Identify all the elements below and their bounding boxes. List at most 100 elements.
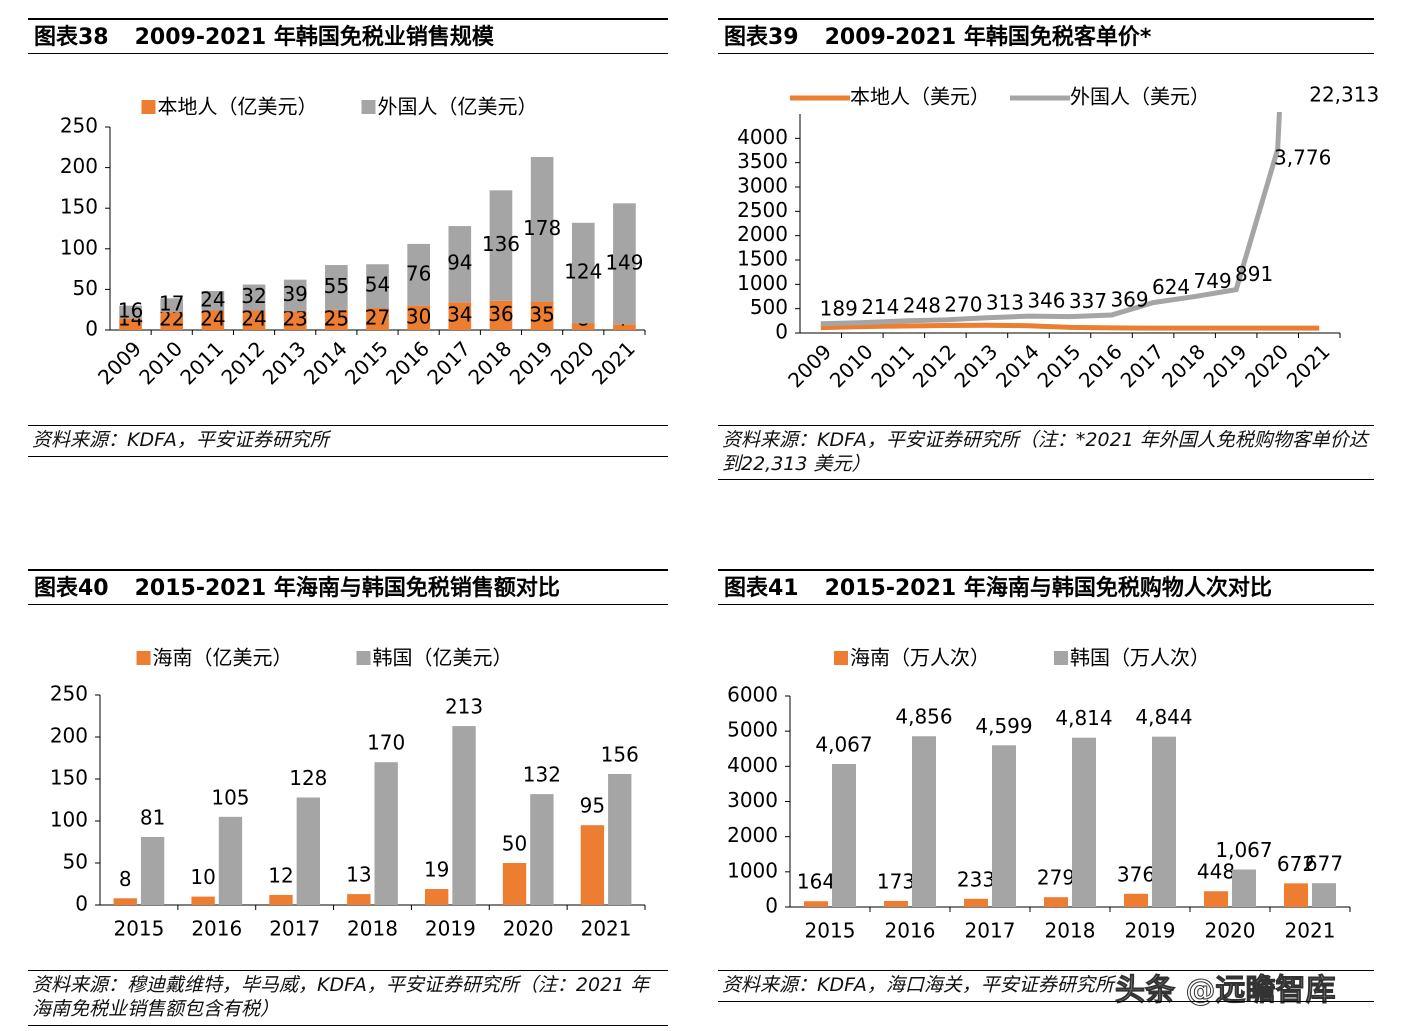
bar [283, 279, 307, 312]
value-label: 32 [241, 284, 266, 308]
legend-swatch [356, 651, 371, 665]
bar [1284, 883, 1308, 907]
value-label: 270 [944, 292, 982, 316]
bar [804, 901, 828, 907]
bar [374, 762, 398, 905]
value-label: 1,067 [1215, 838, 1272, 862]
value-label: 448 [1197, 860, 1235, 884]
value-label: 124 [564, 260, 602, 284]
bar [580, 825, 605, 905]
x-tick-label: 2018 [1157, 339, 1210, 392]
bar [452, 726, 476, 905]
source-note: 资料来源：KDFA，海口海关，平安证券研究所 [718, 970, 1374, 1002]
bar [1072, 737, 1096, 907]
bar [325, 309, 348, 330]
value-label: 213 [445, 695, 483, 719]
legend-label: 韩国（万人次） [1070, 646, 1210, 670]
chart-header: 图表41 2015-2021 年海南与韩国免税购物人次对比 [718, 569, 1374, 605]
y-tick-label: 100 [50, 808, 88, 832]
source-note: 资料来源：KDFA，平安证券研究所（注：*2021 年外国人免税购物客单价达到2… [718, 425, 1374, 480]
x-tick-label: 2010 [134, 336, 187, 389]
value-label: 13 [346, 863, 371, 887]
legend-label: 海南（万人次） [850, 646, 990, 670]
value-label: 128 [289, 766, 327, 790]
x-tick-label: 2019 [1125, 919, 1176, 943]
value-label: 95 [580, 794, 605, 818]
y-tick-label: 1000 [737, 271, 788, 295]
bar [1152, 736, 1176, 907]
bar [366, 308, 389, 330]
x-tick-label: 2018 [463, 336, 516, 389]
y-tick-label: 250 [60, 114, 98, 138]
bar [1312, 883, 1336, 907]
x-tick-label: 2016 [381, 336, 434, 389]
value-label: 27 [365, 306, 390, 330]
bar [448, 226, 472, 303]
value-label: 313 [986, 290, 1024, 314]
value-label: 149 [605, 250, 643, 274]
value-label: 4,844 [1135, 705, 1192, 729]
value-label: 749 [1194, 269, 1232, 293]
x-tick-label: 2019 [505, 336, 558, 389]
bar [1044, 897, 1068, 907]
bar [571, 323, 595, 330]
chart-figure: 图表38 [34, 25, 109, 50]
chart-title: 2009-2021 年韩国免税客单价* [824, 25, 1152, 50]
bar [140, 836, 165, 905]
y-tick-label: 0 [75, 892, 88, 916]
bar [530, 157, 554, 302]
legend-label: 海南（亿美元） [153, 646, 293, 670]
x-tick-label: 2010 [825, 339, 878, 392]
bar [489, 300, 513, 330]
bar [912, 736, 936, 907]
value-label: 36 [488, 302, 513, 326]
value-label: 173 [877, 869, 915, 893]
x-tick-label: 2017 [1116, 339, 1169, 392]
bar [832, 763, 856, 907]
value-label: 39 [282, 282, 307, 306]
x-tick-label: 2015 [805, 919, 856, 943]
bar [1124, 893, 1148, 907]
value-label: 4,599 [975, 714, 1032, 738]
value-label: 132 [523, 763, 561, 787]
y-tick-label: 5000 [727, 718, 778, 742]
x-tick-label: 2020 [1205, 919, 1256, 943]
x-tick-label: 2020 [1240, 339, 1293, 392]
bar [218, 816, 243, 905]
legend-label: 本地人（亿美元） [158, 95, 318, 119]
value-label: 170 [367, 731, 405, 755]
bar [530, 301, 554, 330]
y-tick-label: 250 [50, 682, 88, 706]
bar [160, 298, 184, 313]
value-label: 4,856 [895, 705, 952, 729]
x-tick-label: 2013 [258, 336, 311, 389]
bar [489, 190, 513, 301]
bar [407, 243, 430, 306]
bar [119, 318, 142, 330]
y-tick-label: 6000 [727, 683, 778, 707]
x-tick-label: 2021 [1285, 919, 1336, 943]
y-tick-label: 0 [85, 317, 98, 341]
value-label: 4,814 [1055, 706, 1112, 730]
value-label: 25 [324, 306, 349, 330]
y-tick-label: 3500 [737, 149, 788, 173]
x-tick-label: 2012 [908, 339, 961, 392]
x-tick-label: 2013 [949, 339, 1002, 392]
value-label: 10 [190, 865, 215, 889]
chart-title: 2015-2021 年海南与韩国免税购物人次对比 [824, 576, 1272, 601]
x-tick-label: 2014 [991, 339, 1044, 392]
value-label: 55 [324, 274, 349, 298]
y-tick-label: 1500 [737, 247, 788, 271]
chart-title: 2015-2021 年海南与韩国免税销售额对比 [134, 576, 560, 601]
value-label: 34 [447, 303, 472, 327]
y-tick-label: 500 [750, 295, 788, 319]
y-tick-label: 200 [50, 724, 88, 748]
y-tick-label: 2500 [737, 198, 788, 222]
bar [325, 265, 348, 310]
bar [613, 324, 636, 330]
bar [242, 284, 266, 311]
legend-label: 外国人（美元） [1070, 85, 1210, 109]
y-tick-label: 50 [73, 276, 98, 300]
bar [1232, 869, 1256, 907]
